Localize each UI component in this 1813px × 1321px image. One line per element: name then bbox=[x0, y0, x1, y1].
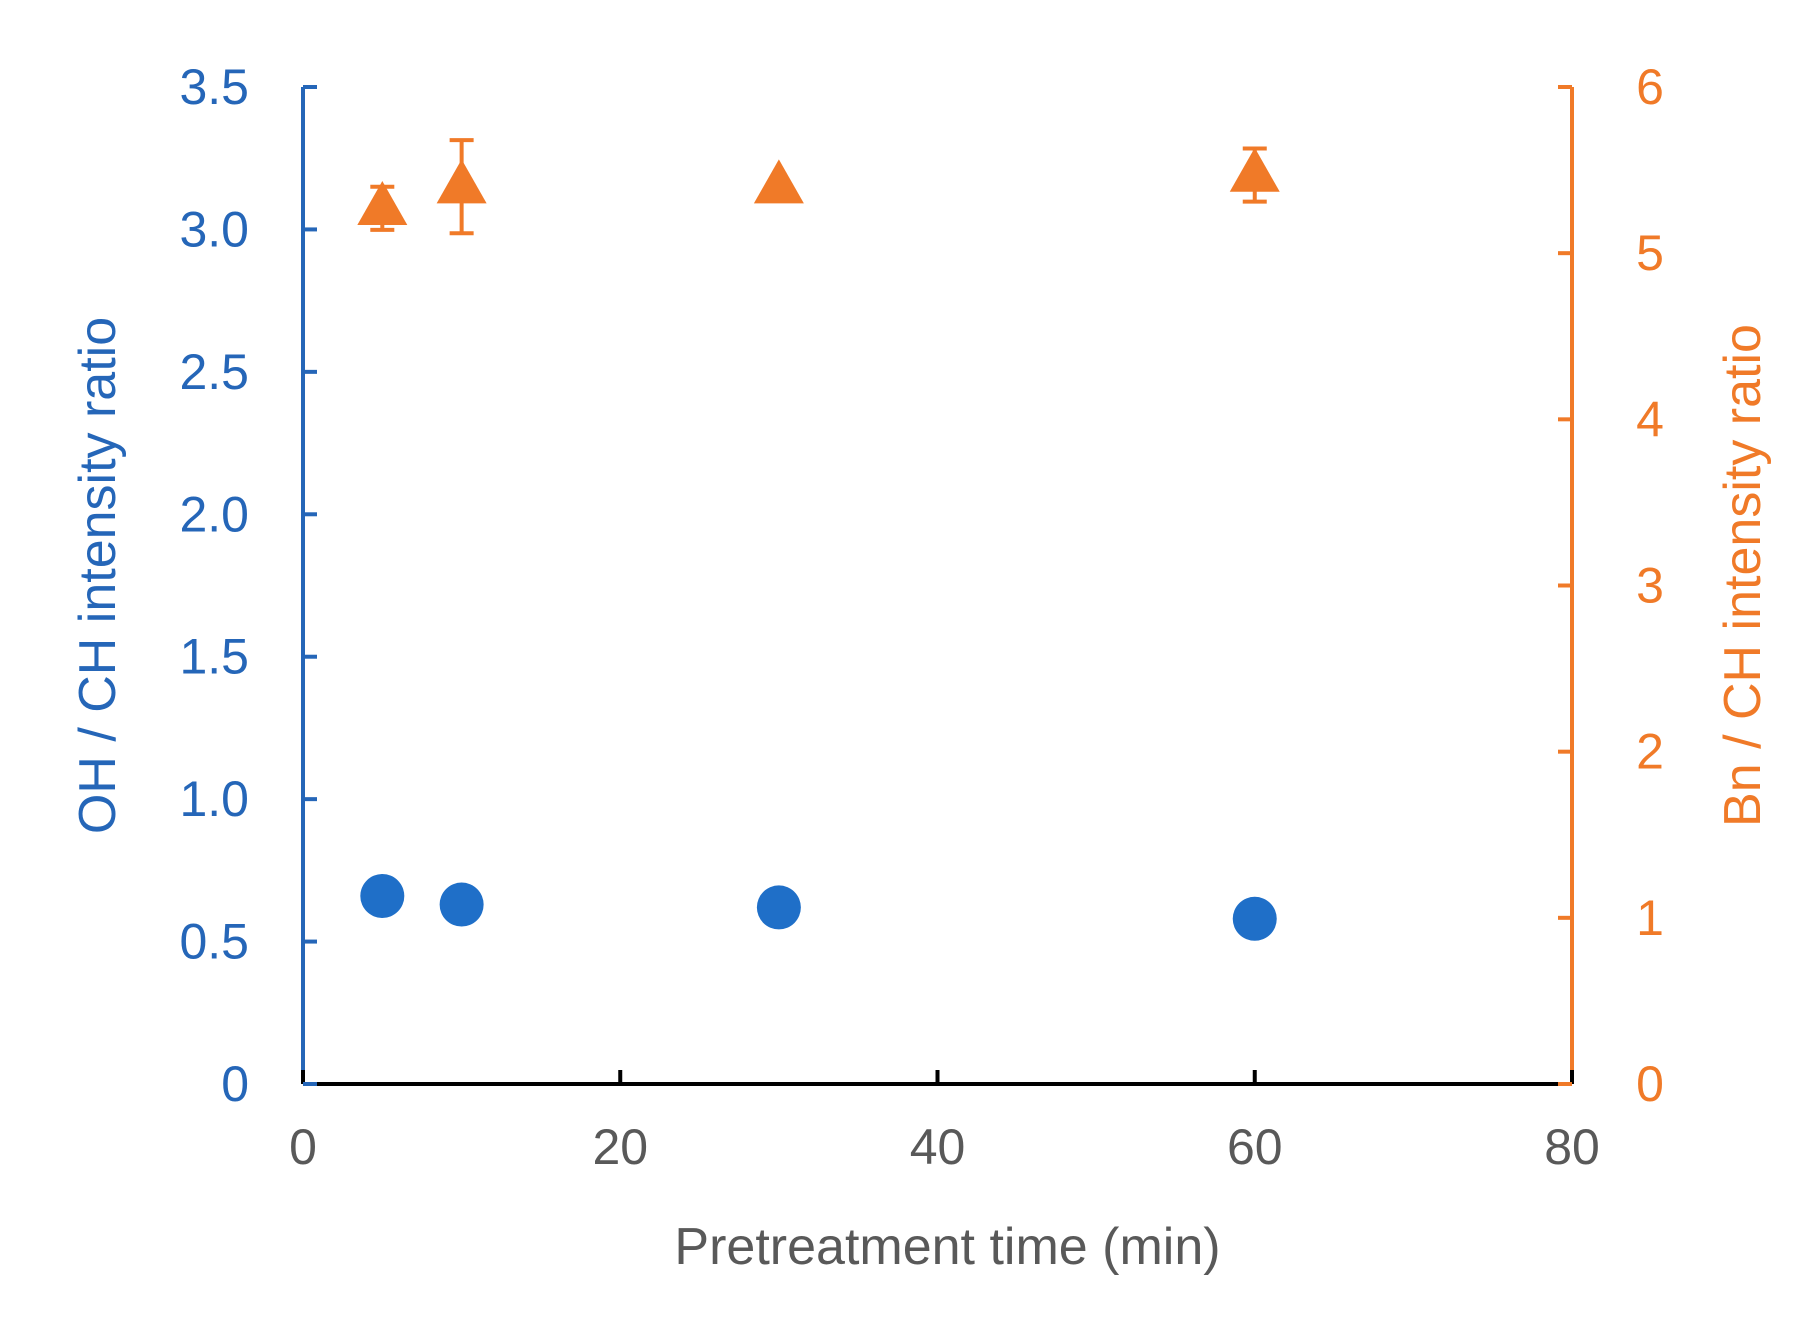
data-point-triangle bbox=[357, 181, 408, 226]
right-y-tick-label: 6 bbox=[1636, 59, 1664, 115]
x-tick-label: 60 bbox=[1227, 1119, 1283, 1175]
right-y-tick-label: 3 bbox=[1636, 558, 1664, 614]
left-y-tick-label: 0 bbox=[221, 1056, 249, 1112]
tick-labels: 0 20 40 60 80 0 0.5 1.0 1.5 2.0 2.5 3.0 3.5 0 1 2 3 4 5 6 bbox=[179, 59, 1663, 1175]
right-y-tick-label: 2 bbox=[1636, 724, 1664, 780]
left-y-tick-label: 0.5 bbox=[179, 914, 249, 970]
x-tick-label: 0 bbox=[289, 1119, 317, 1175]
left-y-axis-title: OH / CH intensity ratio bbox=[69, 317, 127, 834]
data-point-triangle bbox=[753, 159, 804, 204]
right-y-tick-label: 1 bbox=[1636, 890, 1664, 946]
right-y-tick-label: 0 bbox=[1636, 1056, 1664, 1112]
left-y-tick-label: 2.0 bbox=[179, 486, 249, 542]
axes bbox=[301, 85, 1574, 1086]
data-point-triangle bbox=[1229, 147, 1280, 192]
x-tick-label: 20 bbox=[592, 1119, 648, 1175]
right-y-tick-label: 5 bbox=[1636, 225, 1664, 281]
left-y-tick-label: 3.5 bbox=[179, 59, 249, 115]
data-point-circle bbox=[1232, 896, 1277, 941]
data-point-triangle bbox=[436, 159, 487, 204]
left-y-tick-label: 3.0 bbox=[179, 201, 249, 257]
x-tick-label: 80 bbox=[1544, 1119, 1600, 1175]
x-axis-title: Pretreatment time (min) bbox=[674, 1218, 1220, 1276]
data-point-circle bbox=[756, 885, 801, 930]
left-y-tick-label: 1.0 bbox=[179, 771, 249, 827]
left-y-tick-label: 2.5 bbox=[179, 344, 249, 400]
x-tick-label: 40 bbox=[910, 1119, 966, 1175]
series-layer bbox=[357, 138, 1280, 941]
right-y-tick-label: 4 bbox=[1636, 391, 1664, 447]
left-y-tick-label: 1.5 bbox=[179, 629, 249, 685]
right-y-axis-title: Bn / CH intensity ratio bbox=[1714, 324, 1772, 827]
data-point-circle bbox=[439, 882, 484, 927]
data-point-circle bbox=[360, 873, 405, 918]
